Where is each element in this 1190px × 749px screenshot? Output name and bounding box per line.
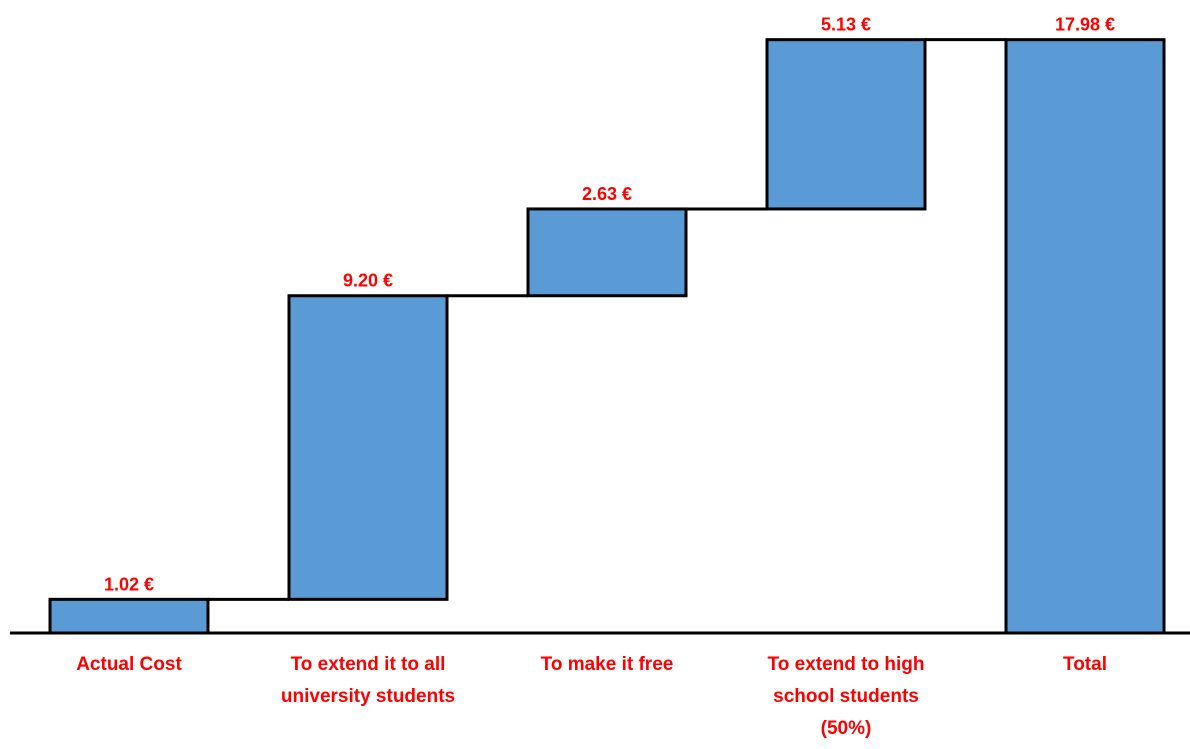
category-label-line: (50%)	[821, 718, 872, 739]
bar-2	[287, 294, 449, 601]
category-label-line: university students	[281, 686, 455, 707]
category-label-2: To extend it to all university students	[281, 654, 455, 707]
category-label-line: To extend to high	[768, 654, 925, 675]
value-label-4: 5.13 €	[821, 15, 871, 35]
category-label-line: To make it free	[541, 654, 674, 675]
value-label-2: 9.20 €	[343, 271, 393, 291]
bar-5	[1004, 38, 1166, 635]
category-labels-group: Actual Cost To extend it to all university…	[76, 654, 1107, 739]
category-label-1: Actual Cost	[76, 654, 182, 675]
value-label-3: 2.63 €	[582, 184, 632, 204]
value-labels-group: 1.02 € 9.20 € 2.63 € 5.13 € 17.98 €	[104, 15, 1115, 595]
category-label-line: Actual Cost	[76, 654, 182, 675]
value-label-1: 1.02 €	[104, 574, 154, 594]
category-label-5: Total	[1063, 654, 1107, 675]
bar-1	[48, 597, 210, 635]
category-label-3: To make it free	[541, 654, 674, 675]
connector-lines	[208, 38, 1006, 601]
category-label-4: To extend to high school students (50%)	[768, 654, 925, 739]
bars-group	[48, 38, 1166, 635]
category-label-line: To extend it to all	[291, 654, 446, 675]
bar-3	[526, 207, 688, 298]
value-label-5: 17.98 €	[1055, 15, 1115, 35]
category-label-line: Total	[1063, 654, 1107, 675]
bar-4	[765, 38, 927, 211]
category-label-line: school students	[773, 686, 919, 707]
